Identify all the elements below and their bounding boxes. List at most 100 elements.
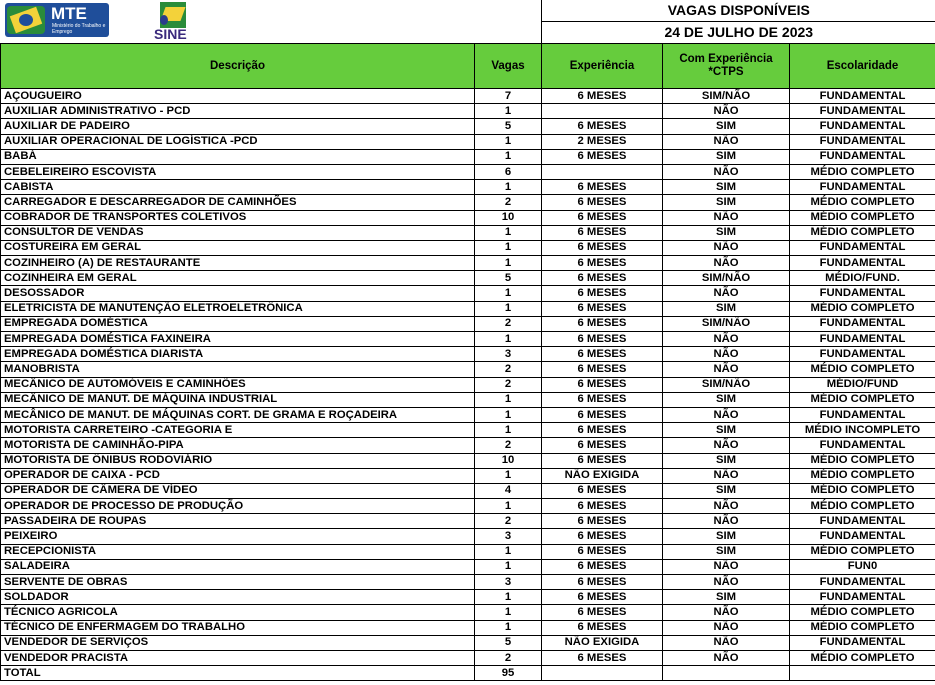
cell-ctps: SIM [662,528,790,545]
cell-experience: 6 MESES [541,330,663,348]
cell-ctps: NÃO [662,133,790,150]
table-row: AUXILIAR OPERACIONAL DE LOGÍSTICA -PCD 1 2… [0,133,935,150]
cell-description: OPERADOR DE PROCESSO DE PRODUÇÃO [0,498,475,515]
cell-ctps: SIM [662,422,790,439]
col-description: Descrição [0,43,475,89]
cell-experience: 6 MESES [541,528,663,545]
cell-vacancies: 1 [474,422,542,439]
cell-ctps: SIM [662,452,790,469]
table-row: SOLDADOR 1 6 MESES SIM FUNDAMENTAL [0,589,935,606]
cell-vacancies: 1 [474,589,542,606]
cell-education: MÉDIO COMPLETO [788,209,935,226]
cell-ctps: NÃO [662,619,790,636]
table-row: ELETRICISTA DE MANUTENÇÃO ELETROELETRÔNI… [0,300,935,317]
cell-education: FUNDAMENTAL [788,315,935,333]
cell-description: CEBELEIREIRO ESCOVISTA [0,163,475,181]
table-row: COZINHEIRA EM GERAL 5 6 MESES SIM/NÃO MÉDIO/… [0,270,935,287]
cell-vacancies: 1 [474,604,542,621]
cell-ctps: NÃO [662,498,790,515]
cell-experience: 6 MESES [541,649,663,667]
cell-education: FUNDAMENTAL [788,634,935,651]
table-row: PASSADEIRA DE ROUPAS 2 6 MESES NÃO FUNDAMENT… [0,513,935,530]
table-row: COZINHEIRO (A) DE RESTAURANTE 1 6 MESES NÃO… [0,255,935,272]
cell-description: MANOBRISTA [0,361,475,378]
cell-description: EMPREGADA DOMÉSTICA [0,315,475,333]
cell-education: MÉDIO COMPLETO [788,467,935,484]
cell-description: TÉCNICO DE ENFERMAGEM DO TRABALHO [0,619,475,636]
cell-education: FUNDAMENTAL [788,87,935,105]
cell-education: FUNDAMENTAL [788,255,935,272]
cell-description: SALADEIRA [0,558,475,576]
cell-description: COSTUREIRA EM GERAL [0,239,475,257]
cell-description: VENDEDOR PRACISTA [0,649,475,667]
cell-description: CARREGADOR E DESCARREGADOR DE CAMINHÕES [0,194,475,211]
cell-experience: 6 MESES [541,87,663,105]
cell-vacancies: 1 [474,406,542,424]
cell-experience [541,103,663,120]
total-value: 95 [474,665,542,682]
cell-ctps: NÃO [662,406,790,424]
cell-education: FUNDAMENTAL [788,573,935,591]
cell-vacancies: 2 [474,649,542,667]
total-label: TOTAL [0,665,475,682]
cell-education: FUNDAMENTAL [788,148,935,165]
cell-ctps: NÃO [662,255,790,272]
cell-education: FUNDAMENTAL [788,513,935,530]
page-title: VAGAS DISPONÍVEIS [540,0,935,22]
mte-logo: MTE Ministério do Trabalho e Emprego [5,3,109,37]
col-education: Escolaridade [788,43,935,89]
table-row: COBRADOR DE TRANSPORTES COLETIVOS 10 6 MES… [0,209,935,226]
cell-description: DESOSSADOR [0,285,475,302]
cell-education: FUNDAMENTAL [788,285,935,302]
total-row: TOTAL 95 [0,665,935,682]
empty-cell [662,665,790,682]
cell-ctps: SIM [662,148,790,165]
table-row: OPERADOR DE CAIXA - PCD 1 NÃO EXIGIDA NÃO MÉ… [0,467,935,484]
cell-description: RECEPCIONISTA [0,543,475,560]
cell-description: VENDEDOR DE SERVIÇOS [0,634,475,651]
cell-ctps: NÃO [662,103,790,120]
cell-education: FUNDAMENTAL [788,406,935,424]
cell-experience: 6 MESES [541,224,663,241]
cell-experience: 6 MESES [541,482,663,500]
cell-education: MÉDIO COMPLETO [788,649,935,667]
cell-education: MÉDIO COMPLETO [788,482,935,500]
cell-description: PASSADEIRA DE ROUPAS [0,513,475,530]
cell-experience: 6 MESES [541,437,663,454]
cell-description: OPERADOR DE CAIXA - PCD [0,467,475,484]
cell-experience: 6 MESES [541,498,663,515]
cell-ctps: SIM [662,118,790,135]
table-row: BABÁ 1 6 MESES SIM FUNDAMENTAL [0,148,935,165]
table-row: VENDEDOR DE SERVIÇOS 5 NÃO EXIGIDA NÃO FUNDA… [0,634,935,651]
cell-experience: 6 MESES [541,194,663,211]
cell-experience: 6 MESES [541,573,663,591]
table-row: MECÂNICO DE MANUT. DE MÁQUINAS CORT. DE … [0,406,935,424]
brazil-flag-icon [7,6,45,34]
cell-vacancies: 1 [474,255,542,272]
cell-experience: 6 MESES [541,270,663,287]
cell-education: MÉDIO COMPLETO [788,452,935,469]
cell-description: SOLDADOR [0,589,475,606]
cell-vacancies: 1 [474,239,542,257]
cell-experience: 6 MESES [541,361,663,378]
table-row: DESOSSADOR 1 6 MESES NÃO FUNDAMENTAL [0,285,935,302]
cell-vacancies: 2 [474,315,542,333]
cell-experience: 6 MESES [541,422,663,439]
empty-cell [788,665,935,682]
mte-logo-subtitle: Ministério do Trabalho e Emprego [52,23,106,35]
table-row: CONSULTOR DE VENDAS 1 6 MESES SIM MÉDIO COMP… [0,224,935,241]
cell-experience: 6 MESES [541,391,663,408]
cell-vacancies: 3 [474,346,542,363]
cell-education: FUNDAMENTAL [788,118,935,135]
cell-education: MÉDIO COMPLETO [788,224,935,241]
table-row: PEIXEIRO 3 6 MESES SIM FUNDAMENTAL [0,528,935,545]
cell-description: MOTORISTA DE ÔNIBUS RODOVIÁRIO [0,452,475,469]
cell-description: TÉCNICO AGRICOLA [0,604,475,621]
cell-vacancies: 2 [474,194,542,211]
table-row: EMPREGADA DOMÉSTICA DIARISTA 3 6 MESES NÃO F… [0,346,935,363]
cell-ctps: NÃO [662,467,790,484]
cell-description: MOTORISTA CARRETEIRO -CATEGORIA E [0,422,475,439]
cell-vacancies: 5 [474,634,542,651]
cell-experience: 6 MESES [541,346,663,363]
cell-description: AÇOUGUEIRO [0,87,475,105]
